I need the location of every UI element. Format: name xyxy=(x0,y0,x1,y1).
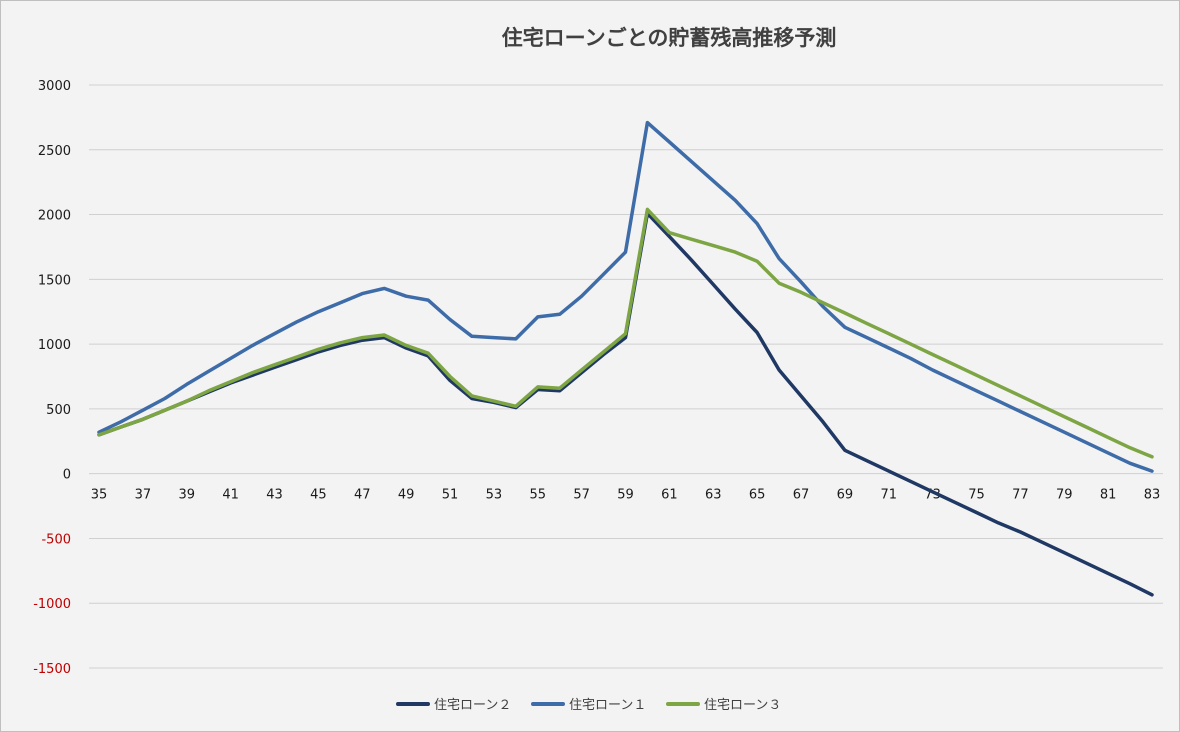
x-tick-label: 59 xyxy=(617,488,634,503)
legend-label: 住宅ローン３ xyxy=(704,698,781,713)
y-tick-label: -1000 xyxy=(33,597,71,612)
x-tick-label: 79 xyxy=(1056,488,1073,503)
series-line xyxy=(97,120,1154,473)
x-tick-label: 51 xyxy=(442,488,459,503)
x-tick-label: 65 xyxy=(749,488,766,503)
y-tick-label: 2500 xyxy=(38,144,71,159)
x-tick-label: 77 xyxy=(1012,488,1029,503)
x-tick-label: 35 xyxy=(91,488,108,503)
x-tick-label: 83 xyxy=(1144,488,1161,503)
y-tick-label: 1000 xyxy=(38,338,71,353)
x-tick-label: 63 xyxy=(705,488,722,503)
series-line xyxy=(97,211,1154,597)
y-tick-label: 2000 xyxy=(38,209,71,224)
x-tick-label: 43 xyxy=(266,488,283,503)
x-tick-label: 69 xyxy=(837,488,854,503)
x-tick-label: 67 xyxy=(793,488,810,503)
x-tick-label: 71 xyxy=(880,488,897,503)
gridlines xyxy=(89,84,1163,669)
x-tick-label: 75 xyxy=(968,488,985,503)
series-line xyxy=(97,207,1154,459)
y-tick-label: 1500 xyxy=(38,273,71,288)
legend-label: 住宅ローン２ xyxy=(434,698,511,713)
legend: 住宅ローン２ 住宅ローン１ 住宅ローン３ xyxy=(396,698,781,713)
x-tick-label: 57 xyxy=(573,488,590,503)
x-tick-label: 45 xyxy=(310,488,327,503)
x-tick-label: 49 xyxy=(398,488,415,503)
y-tick-label: 0 xyxy=(63,468,71,483)
x-tick-label: 47 xyxy=(354,488,371,503)
x-tick-label: 39 xyxy=(178,488,195,503)
y-tick-label: 500 xyxy=(46,403,71,418)
series-lines xyxy=(97,120,1154,597)
x-axis-ticks: 35 37 39 41 43 45 47 49 51 53 55 57 59 61 63 65 67 69 71 73… xyxy=(91,488,1161,503)
x-tick-label: 61 xyxy=(661,488,678,503)
chart-title: 住宅ローンごとの貯蓄残高推移予測 xyxy=(502,26,837,50)
legend-label: 住宅ローン１ xyxy=(569,698,646,713)
x-tick-label: 55 xyxy=(529,488,546,503)
y-tick-label: -1500 xyxy=(33,662,71,677)
y-tick-label: 3000 xyxy=(38,79,71,94)
x-tick-label: 53 xyxy=(486,488,503,503)
y-axis-ticks: 3000 2500 2000 1500 1000 500 0 -500 -1000 -1500 xyxy=(33,79,71,677)
x-tick-label: 81 xyxy=(1100,488,1117,503)
y-tick-label: -500 xyxy=(41,532,71,547)
x-tick-label: 41 xyxy=(222,488,239,503)
x-tick-label: 37 xyxy=(135,488,152,503)
